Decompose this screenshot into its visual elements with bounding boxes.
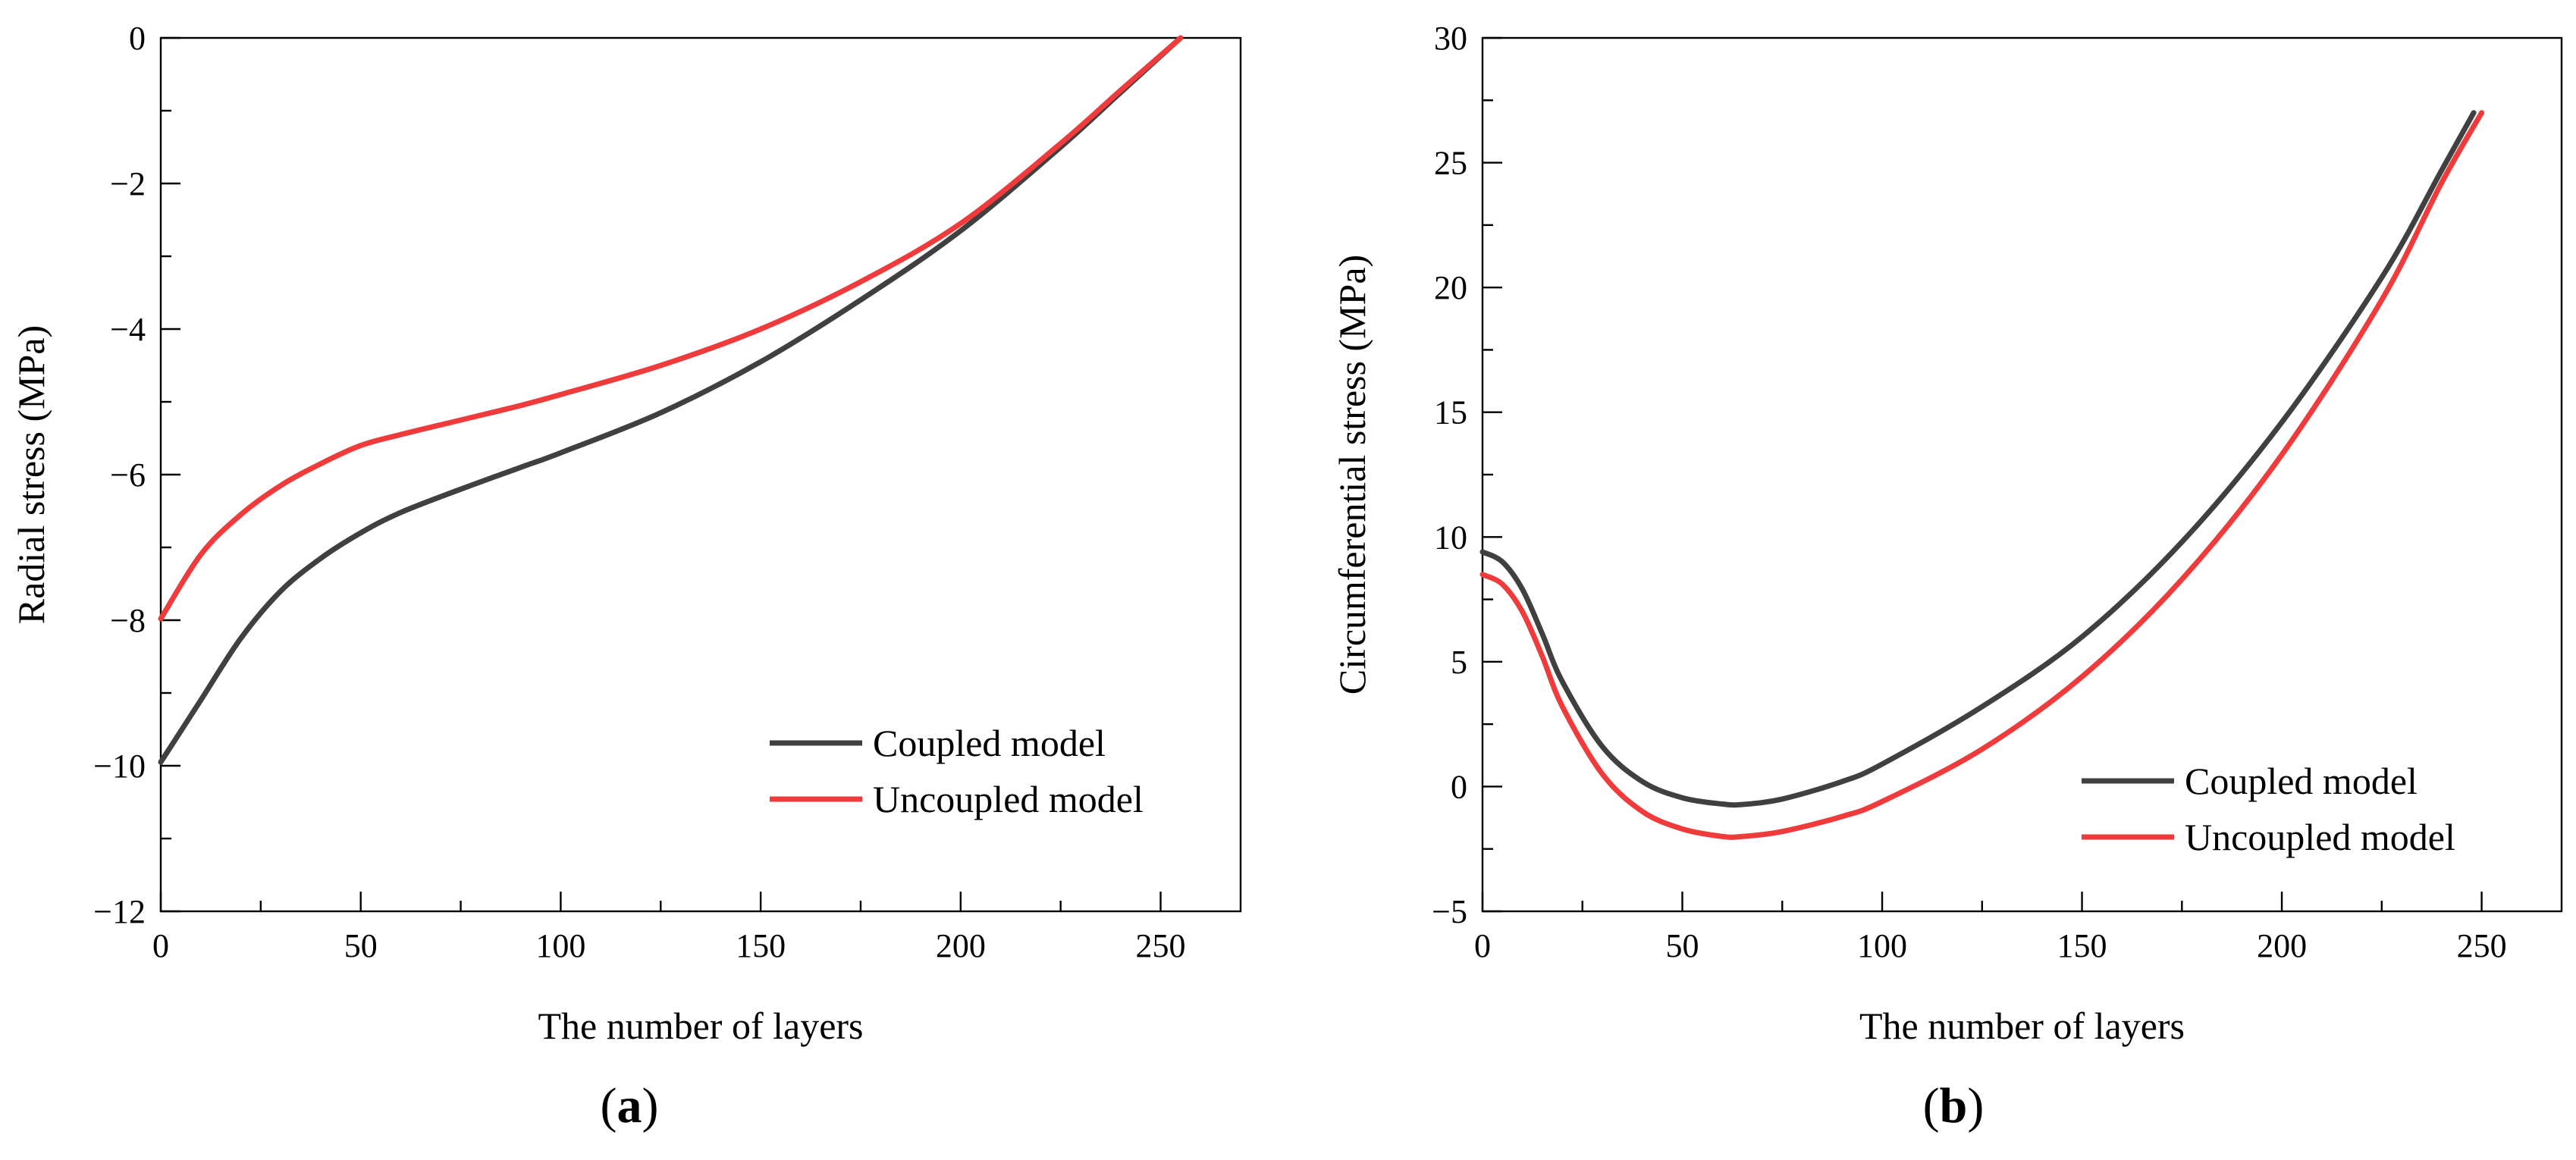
panel-a-panel-label: (a) <box>601 1078 659 1133</box>
panel-b-y-tick-label: 30 <box>1434 20 1467 57</box>
panel-a-y-tick-label: −12 <box>93 893 146 930</box>
panel-a-y-axis-label: Radial stress (MPa) <box>10 325 52 624</box>
panel-a-radial-stress-chart: 0 50 100 150 200 250 −12 −10 −8 −6 −4 −2 0 The number… <box>10 20 1242 1133</box>
panel-a-y-tick-label: −8 <box>110 602 146 639</box>
panel-b-x-tick-label: 0 <box>1474 927 1491 964</box>
panel-b-y-tick-label: 25 <box>1434 145 1467 182</box>
panel-a-x-axis-label: The number of layers <box>538 1005 863 1047</box>
panel-a-y-tick-label: −4 <box>110 311 146 348</box>
panel-b-x-tick-label: 100 <box>1857 927 1907 964</box>
panel-a-x-tick-label: 250 <box>1136 927 1186 964</box>
panel-a-y-tick-label: −10 <box>93 748 146 785</box>
panel-b-y-tick-label: 20 <box>1434 269 1467 306</box>
panel-b-y-tick-label: 10 <box>1434 519 1467 556</box>
panel-b-y-tick-label: −5 <box>1432 893 1467 930</box>
panel-b-legend-label: Coupled model <box>2185 760 2418 802</box>
panel-a-legend-label: Uncoupled model <box>873 778 1144 820</box>
panel-b-y-tick-label: 0 <box>1451 768 1467 805</box>
panel-b-x-tick-label: 200 <box>2257 927 2307 964</box>
panel-a-legend-label: Coupled model <box>873 722 1106 764</box>
panel-a-y-tick-label: 0 <box>129 20 146 57</box>
panel-a-series-uncoupled-model <box>158 35 1184 622</box>
panel-b-series-uncoupled-model <box>1479 110 2485 840</box>
panel-b-y-axis-label: Circumferential stress (MPa) <box>1331 255 1373 694</box>
panel-b-y-tick-label: 5 <box>1451 644 1467 681</box>
panel-a-series-coupled-model <box>158 35 1184 765</box>
panel-a-x-tick-label: 50 <box>344 927 378 964</box>
panel-a-x-tick-label: 150 <box>736 927 786 964</box>
panel-a-y-tick-label: −6 <box>110 456 146 494</box>
panel-a-y-tick-label: −2 <box>110 165 146 202</box>
panel-a-x-tick-label: 100 <box>535 927 585 964</box>
panel-b-x-tick-label: 50 <box>1666 927 1699 964</box>
panel-a-x-tick-label: 200 <box>936 927 986 964</box>
panel-b-y-tick-label: 15 <box>1434 394 1467 431</box>
panel-b-series-coupled-model <box>1479 110 2477 808</box>
panel-b-x-axis-label: The number of layers <box>1859 1005 2185 1047</box>
panel-a-x-tick-label: 0 <box>152 927 169 964</box>
panel-b-x-tick-label: 150 <box>2057 927 2107 964</box>
panel-b-x-tick-label: 250 <box>2457 927 2507 964</box>
panel-b-panel-label: (b) <box>1923 1078 1985 1133</box>
panel-b-legend-label: Uncoupled model <box>2185 816 2455 858</box>
